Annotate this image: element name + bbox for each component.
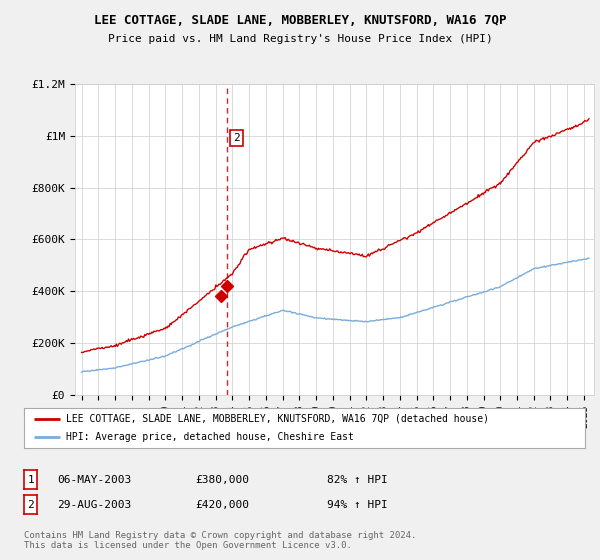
- Text: 2: 2: [27, 500, 34, 510]
- Text: 2: 2: [233, 133, 240, 143]
- Text: Price paid vs. HM Land Registry's House Price Index (HPI): Price paid vs. HM Land Registry's House …: [107, 34, 493, 44]
- Text: £420,000: £420,000: [195, 500, 249, 510]
- Text: 94% ↑ HPI: 94% ↑ HPI: [327, 500, 388, 510]
- Text: LEE COTTAGE, SLADE LANE, MOBBERLEY, KNUTSFORD, WA16 7QP: LEE COTTAGE, SLADE LANE, MOBBERLEY, KNUT…: [94, 14, 506, 27]
- Text: 06-MAY-2003: 06-MAY-2003: [57, 475, 131, 486]
- Text: 1: 1: [27, 475, 34, 485]
- Text: 82% ↑ HPI: 82% ↑ HPI: [327, 475, 388, 486]
- Text: 29-AUG-2003: 29-AUG-2003: [57, 500, 131, 510]
- Text: HPI: Average price, detached house, Cheshire East: HPI: Average price, detached house, Ches…: [66, 432, 354, 442]
- Text: LEE COTTAGE, SLADE LANE, MOBBERLEY, KNUTSFORD, WA16 7QP (detached house): LEE COTTAGE, SLADE LANE, MOBBERLEY, KNUT…: [66, 414, 489, 423]
- Text: £380,000: £380,000: [195, 475, 249, 486]
- Text: Contains HM Land Registry data © Crown copyright and database right 2024.
This d: Contains HM Land Registry data © Crown c…: [24, 531, 416, 550]
